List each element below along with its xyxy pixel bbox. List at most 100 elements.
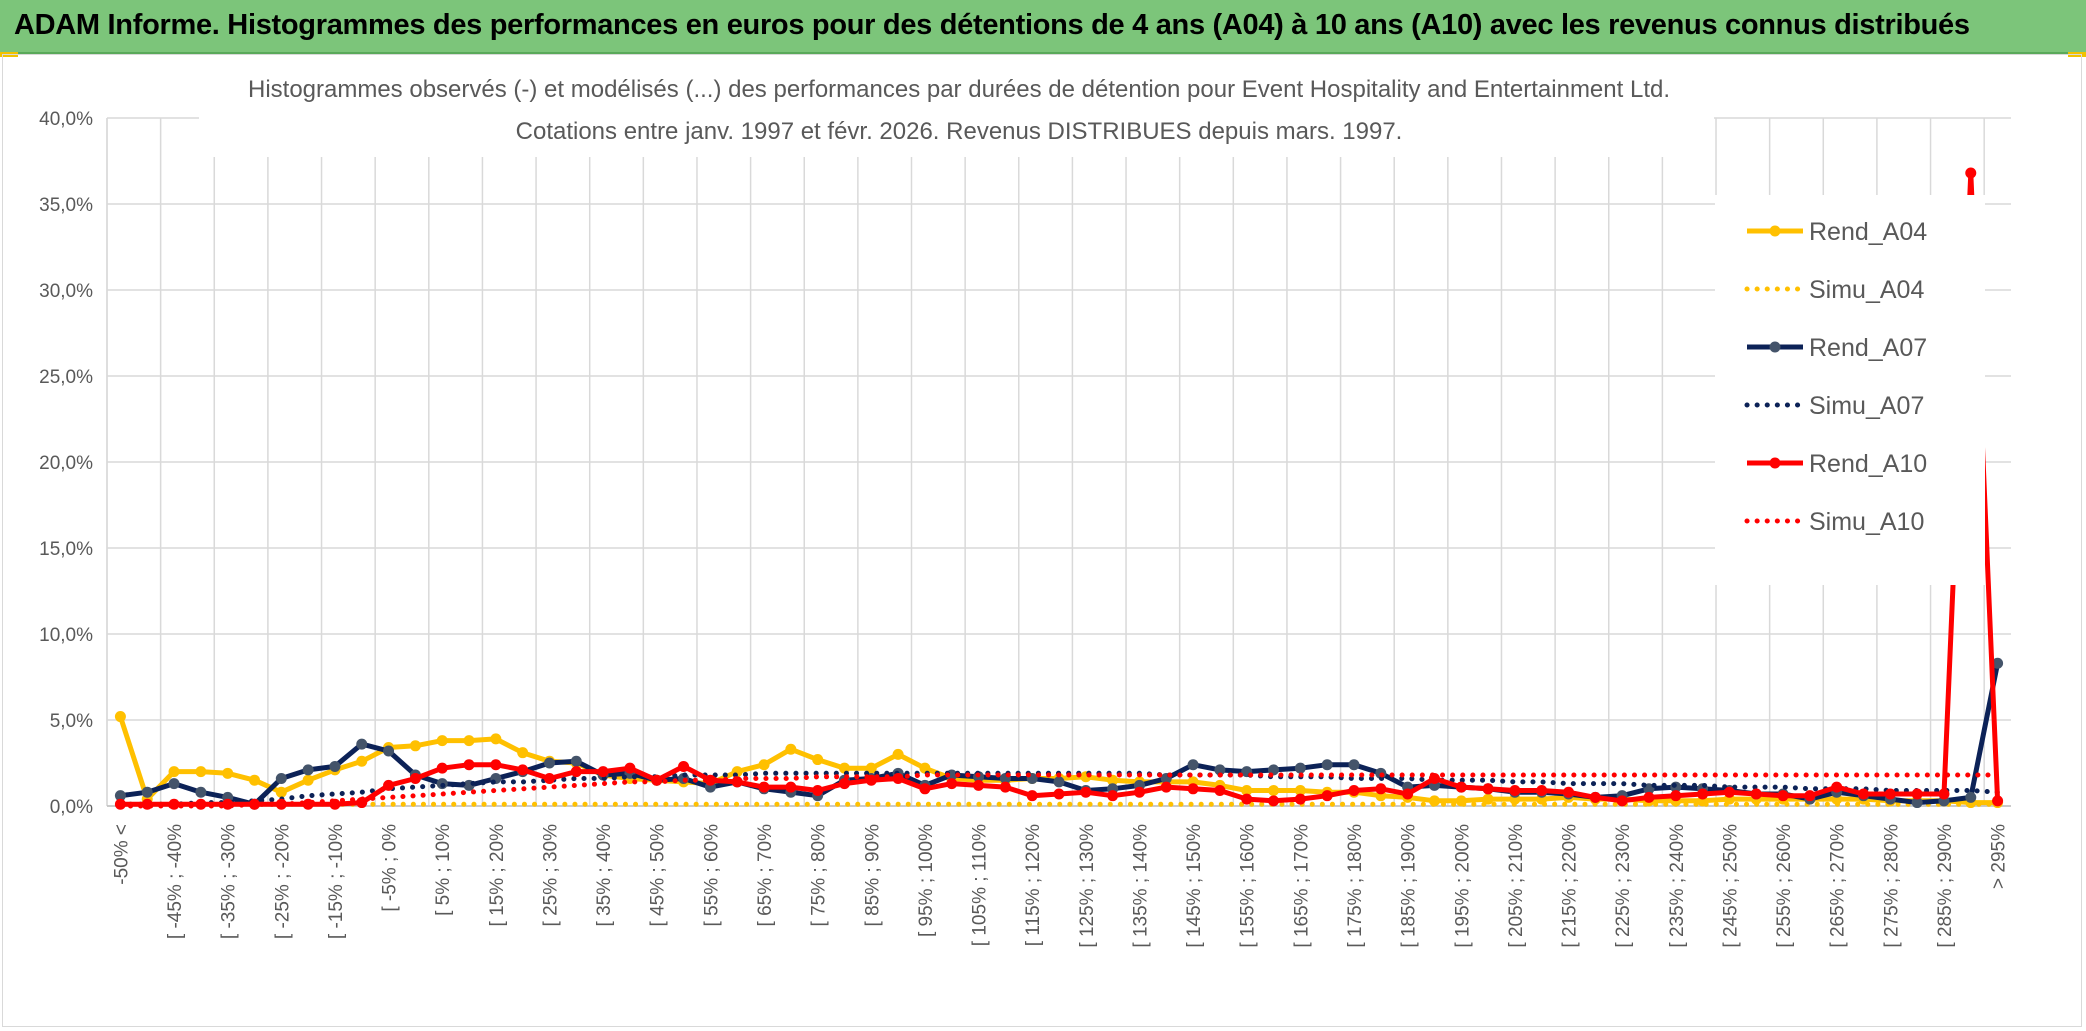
data-point xyxy=(1268,795,1280,807)
data-point xyxy=(114,711,126,723)
data-point xyxy=(1992,795,2004,807)
data-point xyxy=(838,778,850,790)
data-point xyxy=(1536,785,1548,797)
x-tick-label: [ 105% ; 110% xyxy=(970,824,991,946)
data-point xyxy=(248,774,260,786)
legend-label-simu-a07: Simu_A07 xyxy=(1809,392,1924,420)
data-point xyxy=(1643,791,1655,803)
data-point xyxy=(248,798,260,810)
data-point xyxy=(114,790,126,802)
data-point xyxy=(1616,795,1628,807)
data-point xyxy=(1965,167,1977,179)
data-point xyxy=(624,762,636,774)
data-point xyxy=(1938,788,1950,800)
y-tick-label: 35,0% xyxy=(39,195,93,216)
data-point xyxy=(704,774,716,786)
legend-marker-rend-a07 xyxy=(1769,341,1781,353)
legend-marker-rend-a04 xyxy=(1769,225,1781,237)
data-point xyxy=(195,786,207,798)
data-point xyxy=(436,762,448,774)
data-point xyxy=(302,774,314,786)
x-tick-label: [ 205% ; 210% xyxy=(1506,824,1527,948)
x-tick-label: [ -5% ; 0% xyxy=(380,824,401,912)
chart-title: Histogrammes observés (-) et modélisés (… xyxy=(248,76,1670,103)
x-tick-label: [ 215% ; 220% xyxy=(1560,824,1581,948)
data-point xyxy=(1884,788,1896,800)
x-tick-label: [ -15% ; -10% xyxy=(326,824,347,939)
data-point xyxy=(973,779,985,791)
x-tick-label: [ 225% ; 230% xyxy=(1613,824,1634,948)
performance-histogram-chart: 0,0% 5,0% 10,0% 15,0% 20,0% 25,0% 30,0% 35,0% 40… xyxy=(39,57,2011,948)
data-point xyxy=(409,772,421,784)
data-point xyxy=(1402,788,1414,800)
data-point xyxy=(1053,788,1065,800)
x-tick-label: [ -35% ; -30% xyxy=(219,824,240,939)
x-tick-label: [ 265% ; 270% xyxy=(1828,824,1849,948)
series-rend-a10 xyxy=(114,167,2004,810)
x-tick-label: [ 155% ; 160% xyxy=(1238,824,1259,948)
data-point xyxy=(409,740,421,752)
data-point xyxy=(1214,785,1226,797)
data-point xyxy=(1294,762,1306,774)
data-point xyxy=(1294,785,1306,797)
data-point xyxy=(570,755,582,767)
legend-background xyxy=(1715,195,1985,585)
data-point xyxy=(1133,786,1145,798)
data-point xyxy=(1241,785,1253,797)
x-tick-label: [ 65% ; 70% xyxy=(755,824,776,927)
data-point xyxy=(892,748,904,760)
x-tick-label: -50% < xyxy=(111,824,132,885)
x-tick-label: [ 255% ; 260% xyxy=(1774,824,1795,948)
data-point xyxy=(1804,790,1816,802)
data-point xyxy=(865,762,877,774)
page-title: ADAM Informe. Histogrammes des performan… xyxy=(14,9,1970,41)
data-point xyxy=(1107,774,1119,786)
x-tick-label: [ 285% ; 290% xyxy=(1935,824,1956,948)
legend-label-rend-a07: Rend_A07 xyxy=(1809,334,1927,362)
data-point xyxy=(517,764,529,776)
data-point xyxy=(383,779,395,791)
x-tick-label: [ -25% ; -20% xyxy=(272,824,293,939)
data-point xyxy=(812,754,824,766)
data-point xyxy=(1563,786,1575,798)
chart-title-background xyxy=(199,57,1714,157)
legend: Rend_A04 Simu_A04 Rend_A07 Simu_A07 Rend_A10… xyxy=(1715,195,1985,585)
data-point xyxy=(383,745,395,757)
x-tick-label: [ 125% ; 130% xyxy=(1077,824,1098,948)
data-point xyxy=(1107,790,1119,802)
x-tick-label: [ 25% ; 30% xyxy=(540,824,561,927)
legend-label-rend-a04: Rend_A04 xyxy=(1809,218,1927,246)
data-point xyxy=(678,760,690,772)
data-point xyxy=(1160,781,1172,793)
y-tick-label: 20,0% xyxy=(39,453,93,474)
y-tick-label: 5,0% xyxy=(50,711,93,732)
data-point xyxy=(275,786,287,798)
legend-label-rend-a10: Rend_A10 xyxy=(1809,450,1927,478)
data-point xyxy=(1080,786,1092,798)
data-point xyxy=(1697,788,1709,800)
x-tick-label: [ 5% ; 10% xyxy=(433,824,454,916)
data-point xyxy=(168,778,180,790)
x-tick-label: [ 85% ; 90% xyxy=(862,824,883,927)
data-point xyxy=(1321,759,1333,771)
legend-label-simu-a04: Simu_A04 xyxy=(1809,276,1924,304)
data-point xyxy=(517,747,529,759)
data-point xyxy=(463,759,475,771)
data-point xyxy=(1053,776,1065,788)
series-simu-a10 xyxy=(117,772,2001,809)
data-point xyxy=(1777,790,1789,802)
data-point xyxy=(1455,781,1467,793)
x-tick-label: [ 195% ; 200% xyxy=(1452,824,1473,948)
data-point xyxy=(1911,797,1923,809)
series-line-simu-a10 xyxy=(117,772,2001,809)
chart-title-group: Histogrammes observés (-) et modélisés (… xyxy=(199,57,1714,157)
series-rend-a07 xyxy=(114,657,2004,810)
data-point xyxy=(570,766,582,778)
data-point xyxy=(1348,785,1360,797)
y-tick-label: 25,0% xyxy=(39,367,93,388)
x-tick-label: [ 95% ; 100% xyxy=(916,824,937,937)
data-point xyxy=(758,759,770,771)
y-tick-label: 0,0% xyxy=(50,797,93,818)
data-point xyxy=(302,764,314,776)
data-point xyxy=(1482,793,1494,805)
